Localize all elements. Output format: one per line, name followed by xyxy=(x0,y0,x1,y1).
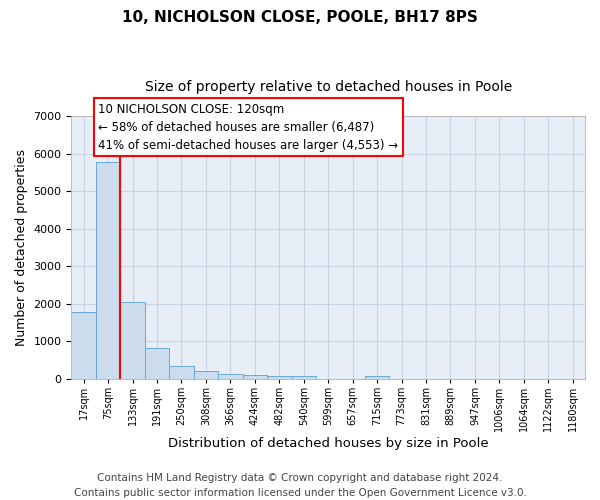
Bar xyxy=(267,376,292,379)
Bar xyxy=(365,376,389,379)
Y-axis label: Number of detached properties: Number of detached properties xyxy=(15,149,28,346)
Bar xyxy=(242,375,267,379)
Text: Contains HM Land Registry data © Crown copyright and database right 2024.
Contai: Contains HM Land Registry data © Crown c… xyxy=(74,472,526,498)
Title: Size of property relative to detached houses in Poole: Size of property relative to detached ho… xyxy=(145,80,512,94)
Bar xyxy=(96,162,121,379)
Bar xyxy=(121,302,145,379)
Bar xyxy=(194,371,218,379)
Bar xyxy=(169,366,194,379)
Bar xyxy=(71,312,96,379)
Text: 10 NICHOLSON CLOSE: 120sqm
← 58% of detached houses are smaller (6,487)
41% of s: 10 NICHOLSON CLOSE: 120sqm ← 58% of deta… xyxy=(98,103,398,152)
Text: 10, NICHOLSON CLOSE, POOLE, BH17 8PS: 10, NICHOLSON CLOSE, POOLE, BH17 8PS xyxy=(122,10,478,25)
Bar xyxy=(218,374,242,379)
Bar xyxy=(292,376,316,379)
X-axis label: Distribution of detached houses by size in Poole: Distribution of detached houses by size … xyxy=(168,437,488,450)
Bar xyxy=(145,348,169,379)
